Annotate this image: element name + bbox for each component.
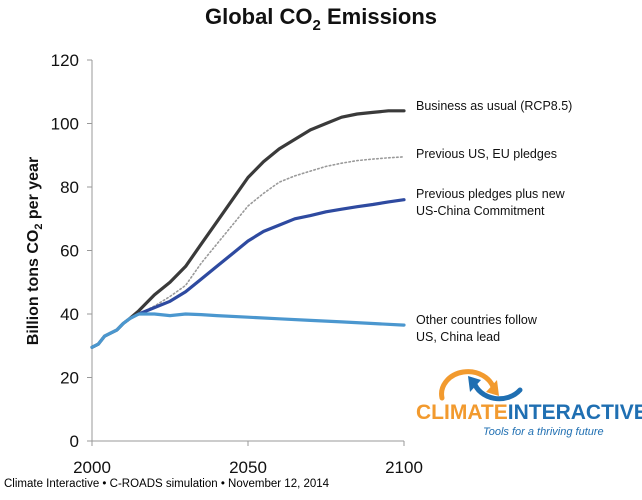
y-axis-label: Billion tons CO2 per year	[25, 157, 45, 345]
y-tick-label: 100	[51, 115, 79, 134]
series-label-line: US, China lead	[416, 330, 500, 344]
x-tick-label: 2000	[73, 458, 111, 477]
chart-title-subscript: 2	[313, 17, 321, 34]
footer-credit: Climate Interactive • C-ROADS simulation…	[4, 478, 330, 490]
series-label-line: Previous pledges plus new	[416, 187, 566, 201]
series-label-line: Previous US, EU pledges	[416, 147, 557, 161]
x-tick-label: 2050	[229, 458, 267, 477]
series-label-line: Other countries follow	[416, 313, 538, 327]
logo-wordmark: CLIMATEINTERACTIVE	[416, 401, 642, 424]
x-tick-label: 2100	[385, 458, 423, 477]
chart-title: Global CO2 Emissions	[205, 4, 437, 34]
y-tick-label: 0	[70, 432, 79, 451]
series-line-previous-pledges-plus-new-us-china-commitment	[137, 198, 406, 316]
series-line-other-countries-follow-us-china-lead	[90, 312, 406, 349]
logo-arrows-icon	[439, 369, 523, 402]
series-line-business-as-usual-rcp8-5	[90, 109, 406, 349]
series-label-previous-us-eu-pledges: Previous US, EU pledges	[416, 147, 557, 161]
series-label-line: Business as usual (RCP8.5)	[416, 99, 572, 113]
chart-title-rest: Emissions	[321, 4, 437, 29]
series-label-business-as-usual-rcp8-5: Business as usual (RCP8.5)	[416, 99, 572, 113]
y-tick-label: 20	[60, 369, 79, 388]
chart-title-main: Global CO	[205, 4, 313, 29]
series-line-previous-us-eu-pledges	[138, 156, 405, 315]
y-axis-label-main: Billion tons CO	[25, 230, 42, 346]
logo-word-interactive: INTERACTIVE	[508, 401, 642, 424]
y-tick-label: 120	[51, 51, 79, 70]
y-tick-label: 40	[60, 305, 79, 324]
logo-word-climate: CLIMATE	[416, 401, 508, 424]
climate-interactive-logo: CLIMATEINTERACTIVE Tools for a thriving …	[416, 369, 642, 438]
series-label-previous-pledges-plus-new-us-china-commitment: Previous pledges plus new US-China Commit…	[416, 187, 566, 218]
y-tick-label: 60	[60, 242, 79, 261]
logo-tagline: Tools for a thriving future	[483, 426, 604, 438]
y-tick-label: 80	[60, 178, 79, 197]
series-label-other-countries-follow-us-china-lead: Other countries follow US, China lead	[416, 313, 538, 344]
y-axis-label-subscript: 2	[33, 224, 45, 230]
y-axis-label-rest: per year	[25, 157, 42, 224]
series-label-line: US-China Commitment	[416, 204, 545, 218]
